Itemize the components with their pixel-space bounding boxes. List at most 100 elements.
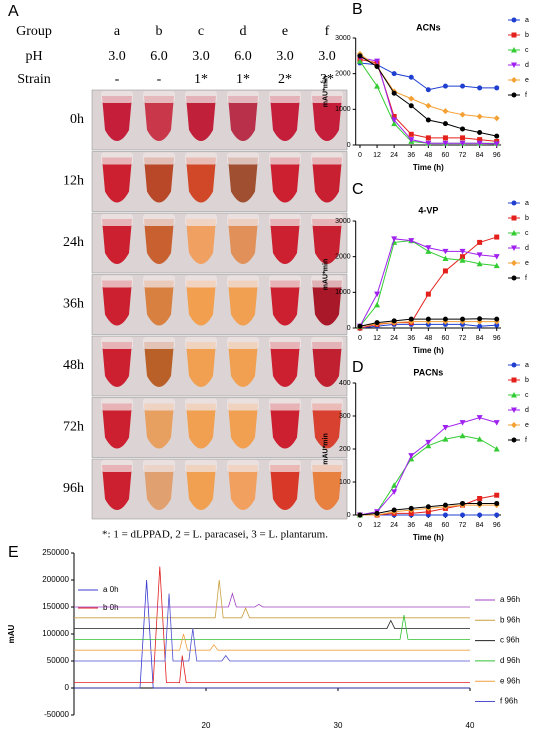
marker — [374, 320, 380, 326]
y-tick-label: 1000 — [335, 289, 351, 296]
tube — [144, 403, 174, 449]
tube — [312, 219, 342, 264]
panel-label: A — [8, 3, 19, 20]
y-tick-label: 2000 — [335, 71, 351, 78]
marker — [442, 436, 449, 442]
marker — [357, 53, 363, 59]
tube — [186, 157, 216, 203]
tube — [144, 96, 174, 141]
series-line — [74, 633, 470, 651]
marker — [493, 141, 500, 147]
marker — [476, 415, 483, 421]
group-label: a — [114, 24, 121, 39]
tube-cap — [101, 398, 133, 411]
y-tick-label: 3000 — [335, 218, 351, 225]
y-tick-label: 250000 — [42, 548, 69, 557]
marker — [425, 87, 431, 93]
photo-row — [91, 397, 348, 458]
y-tick-label: 50000 — [47, 656, 70, 665]
tube-cap — [311, 337, 343, 349]
tube-cap — [269, 91, 301, 103]
tube-cap — [311, 152, 343, 165]
marker — [477, 323, 483, 329]
marker — [425, 509, 431, 515]
tube — [312, 403, 342, 449]
x-tick-label: 60 — [442, 335, 450, 342]
marker — [408, 95, 415, 102]
legend-label: e 96h — [500, 676, 520, 685]
x-tick-label: 0 — [358, 522, 362, 529]
y-tick-label: 400 — [339, 380, 351, 387]
tube — [228, 465, 258, 510]
legend-label: f — [525, 92, 527, 99]
tube-cap — [101, 275, 133, 288]
marker — [391, 120, 398, 127]
strain-label: 2* — [278, 72, 292, 87]
marker — [511, 62, 517, 68]
tube — [312, 465, 342, 510]
tube — [186, 403, 216, 449]
marker — [494, 316, 500, 322]
marker — [493, 446, 500, 452]
tube-cap — [311, 275, 343, 288]
tube — [186, 342, 216, 387]
tube-cap — [185, 337, 217, 349]
ph-value: 6.0 — [150, 49, 168, 64]
x-tick-label: 84 — [476, 335, 484, 342]
photo-row — [91, 151, 348, 212]
ph-value: 3.0 — [108, 49, 126, 64]
marker — [460, 500, 466, 506]
photo-row — [91, 458, 348, 520]
marker — [391, 236, 398, 242]
tube — [228, 96, 258, 141]
ph-value: 3.0 — [192, 49, 210, 64]
y-tick-label: -50000 — [44, 710, 69, 719]
y-tick-label: 200000 — [42, 575, 69, 584]
x-tick-label: 60 — [442, 522, 450, 529]
tube-cap — [101, 91, 133, 103]
tube-cap — [227, 337, 259, 349]
tube — [186, 280, 216, 326]
marker — [511, 392, 517, 398]
marker — [494, 322, 500, 328]
tube-cap — [185, 214, 217, 226]
marker — [476, 113, 483, 120]
tube — [102, 465, 132, 510]
marker — [425, 140, 432, 147]
y-tick-label: 200 — [339, 446, 351, 453]
footnote: *: 1 = dLPPAD, 2 = L. paracasei, 3 = L. … — [102, 529, 328, 541]
series-line — [74, 579, 470, 619]
y-tick-label: 1000 — [335, 106, 351, 113]
x-tick-label: 12 — [373, 335, 381, 342]
marker — [442, 135, 448, 141]
tube-cap — [269, 398, 301, 411]
legend-label: a — [525, 362, 529, 369]
x-tick-label: 48 — [424, 152, 432, 159]
series-line — [74, 593, 470, 662]
legend-label: d — [525, 245, 529, 252]
marker — [459, 111, 466, 118]
series-line — [74, 615, 470, 640]
marker — [408, 238, 415, 244]
tube — [102, 96, 132, 141]
legend-label: f 96h — [500, 697, 518, 706]
strain-label: 1* — [236, 72, 250, 87]
series-line — [359, 62, 497, 91]
marker — [391, 507, 397, 513]
panel-label: B — [352, 1, 363, 18]
tube — [228, 157, 258, 203]
marker — [477, 85, 483, 91]
group-label: e — [282, 24, 288, 39]
marker — [442, 512, 448, 518]
tube-cap — [101, 214, 133, 226]
marker — [494, 85, 500, 91]
x-tick-label: 30 — [334, 721, 343, 729]
marker — [374, 64, 380, 70]
marker — [459, 420, 466, 426]
x-tick-label: 20 — [202, 721, 211, 729]
legend-label: b — [525, 215, 529, 222]
marker — [511, 17, 517, 23]
tube-cap — [311, 398, 343, 411]
marker — [374, 301, 381, 308]
